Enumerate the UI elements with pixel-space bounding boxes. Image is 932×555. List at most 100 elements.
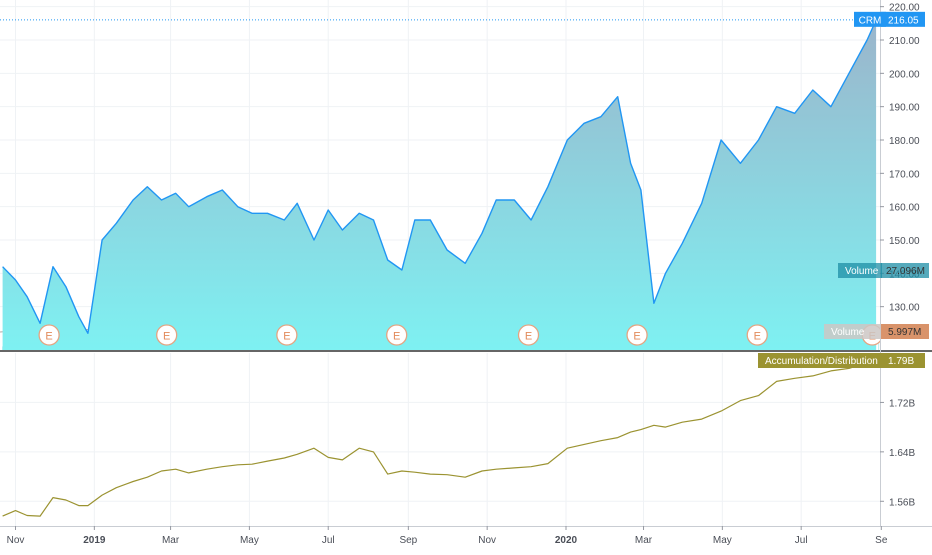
price-point[interactable] (793, 112, 796, 115)
price-point[interactable] (583, 122, 586, 125)
price-point[interactable] (250, 212, 253, 215)
ad-point[interactable] (313, 447, 316, 450)
ad-point[interactable] (187, 472, 190, 475)
price-point[interactable] (652, 302, 655, 305)
price-point[interactable] (26, 295, 29, 298)
price-point[interactable] (146, 185, 149, 188)
price-point[interactable] (720, 138, 723, 141)
ad-point[interactable] (146, 476, 149, 479)
price-point[interactable] (221, 188, 224, 191)
price-point[interactable] (566, 138, 569, 141)
ad-point[interactable] (372, 451, 375, 454)
price-point[interactable] (757, 138, 760, 141)
price-point[interactable] (400, 268, 403, 271)
ad-point[interactable] (296, 453, 299, 456)
price-point[interactable] (372, 218, 375, 221)
earnings-marker[interactable]: E (517, 324, 540, 346)
price-point[interactable] (664, 272, 667, 275)
price-point[interactable] (700, 202, 703, 205)
earnings-marker-circle[interactable] (386, 324, 408, 346)
price-point[interactable] (77, 315, 80, 318)
earnings-marker[interactable]: E (386, 324, 408, 346)
ad-point[interactable] (358, 447, 361, 450)
ad-point[interactable] (132, 480, 135, 483)
earnings-marker-circle[interactable] (626, 324, 648, 346)
ad-point[interactable] (700, 418, 703, 421)
price-point[interactable] (64, 285, 67, 288)
earnings-marker[interactable]: E (156, 324, 178, 346)
ad-point[interactable] (446, 473, 449, 476)
ad-point[interactable] (739, 399, 742, 402)
ad-point[interactable] (793, 377, 796, 380)
price-point[interactable] (513, 198, 516, 201)
price-point[interactable] (312, 238, 315, 241)
price-point[interactable] (546, 185, 549, 188)
ad-point[interactable] (341, 459, 344, 462)
ad-point[interactable] (266, 460, 269, 463)
price-point[interactable] (39, 322, 42, 325)
ad-point[interactable] (386, 473, 389, 476)
price-point[interactable] (811, 88, 814, 91)
price-point[interactable] (847, 72, 850, 75)
ad-point[interactable] (583, 443, 586, 446)
ad-point[interactable] (640, 428, 643, 431)
ad-point[interactable] (566, 447, 569, 450)
price-point[interactable] (266, 212, 269, 215)
price-point[interactable] (358, 212, 361, 215)
ad-point[interactable] (401, 470, 404, 473)
earnings-marker[interactable]: E (38, 324, 60, 346)
ad-point[interactable] (327, 456, 330, 459)
price-point[interactable] (829, 105, 832, 108)
ad-point[interactable] (600, 439, 603, 442)
ad-point[interactable] (513, 467, 516, 470)
ad-point[interactable] (830, 370, 833, 373)
ad-point[interactable] (87, 504, 90, 507)
price-point[interactable] (1, 265, 4, 268)
ad-point[interactable] (77, 504, 80, 507)
ad-point[interactable] (251, 463, 254, 466)
ad-point[interactable] (547, 462, 550, 465)
price-point[interactable] (101, 238, 104, 241)
price-line[interactable] (2, 19, 877, 334)
ad-point[interactable] (65, 499, 68, 502)
ad-point[interactable] (52, 496, 55, 499)
price-point[interactable] (464, 262, 467, 265)
ad-point[interactable] (39, 515, 42, 518)
ad-point[interactable] (653, 424, 656, 427)
earnings-marker[interactable]: E (746, 324, 768, 346)
ad-point[interactable] (1, 515, 4, 518)
price-point[interactable] (341, 228, 344, 231)
ad-point[interactable] (757, 394, 760, 397)
indicator-panel[interactable] (1, 358, 877, 518)
ad-point[interactable] (101, 494, 104, 497)
ad-point[interactable] (429, 473, 432, 476)
price-point[interactable] (386, 258, 389, 261)
ad-point[interactable] (664, 426, 667, 429)
price-point[interactable] (866, 38, 869, 41)
ad-point[interactable] (495, 468, 498, 471)
earnings-marker-circle[interactable] (38, 324, 60, 346)
earnings-marker[interactable]: E (626, 324, 648, 346)
price-point[interactable] (616, 95, 619, 98)
ad-point[interactable] (160, 470, 163, 473)
price-point[interactable] (480, 232, 483, 235)
price-point[interactable] (115, 222, 118, 225)
price-point[interactable] (639, 188, 642, 191)
price-point[interactable] (775, 105, 778, 108)
ad-point[interactable] (26, 514, 29, 517)
ad-point[interactable] (616, 436, 619, 439)
ad-point[interactable] (413, 471, 416, 474)
ad-point[interactable] (464, 476, 467, 479)
ad-point[interactable] (530, 465, 533, 468)
price-point[interactable] (174, 192, 177, 195)
price-point[interactable] (446, 248, 449, 251)
price-point[interactable] (681, 242, 684, 245)
ad-point[interactable] (775, 380, 778, 383)
price-point[interactable] (327, 208, 330, 211)
price-point[interactable] (86, 332, 89, 335)
price-point[interactable] (14, 278, 17, 281)
price-point[interactable] (160, 198, 163, 201)
price-point[interactable] (187, 205, 190, 208)
price-point[interactable] (739, 162, 742, 165)
